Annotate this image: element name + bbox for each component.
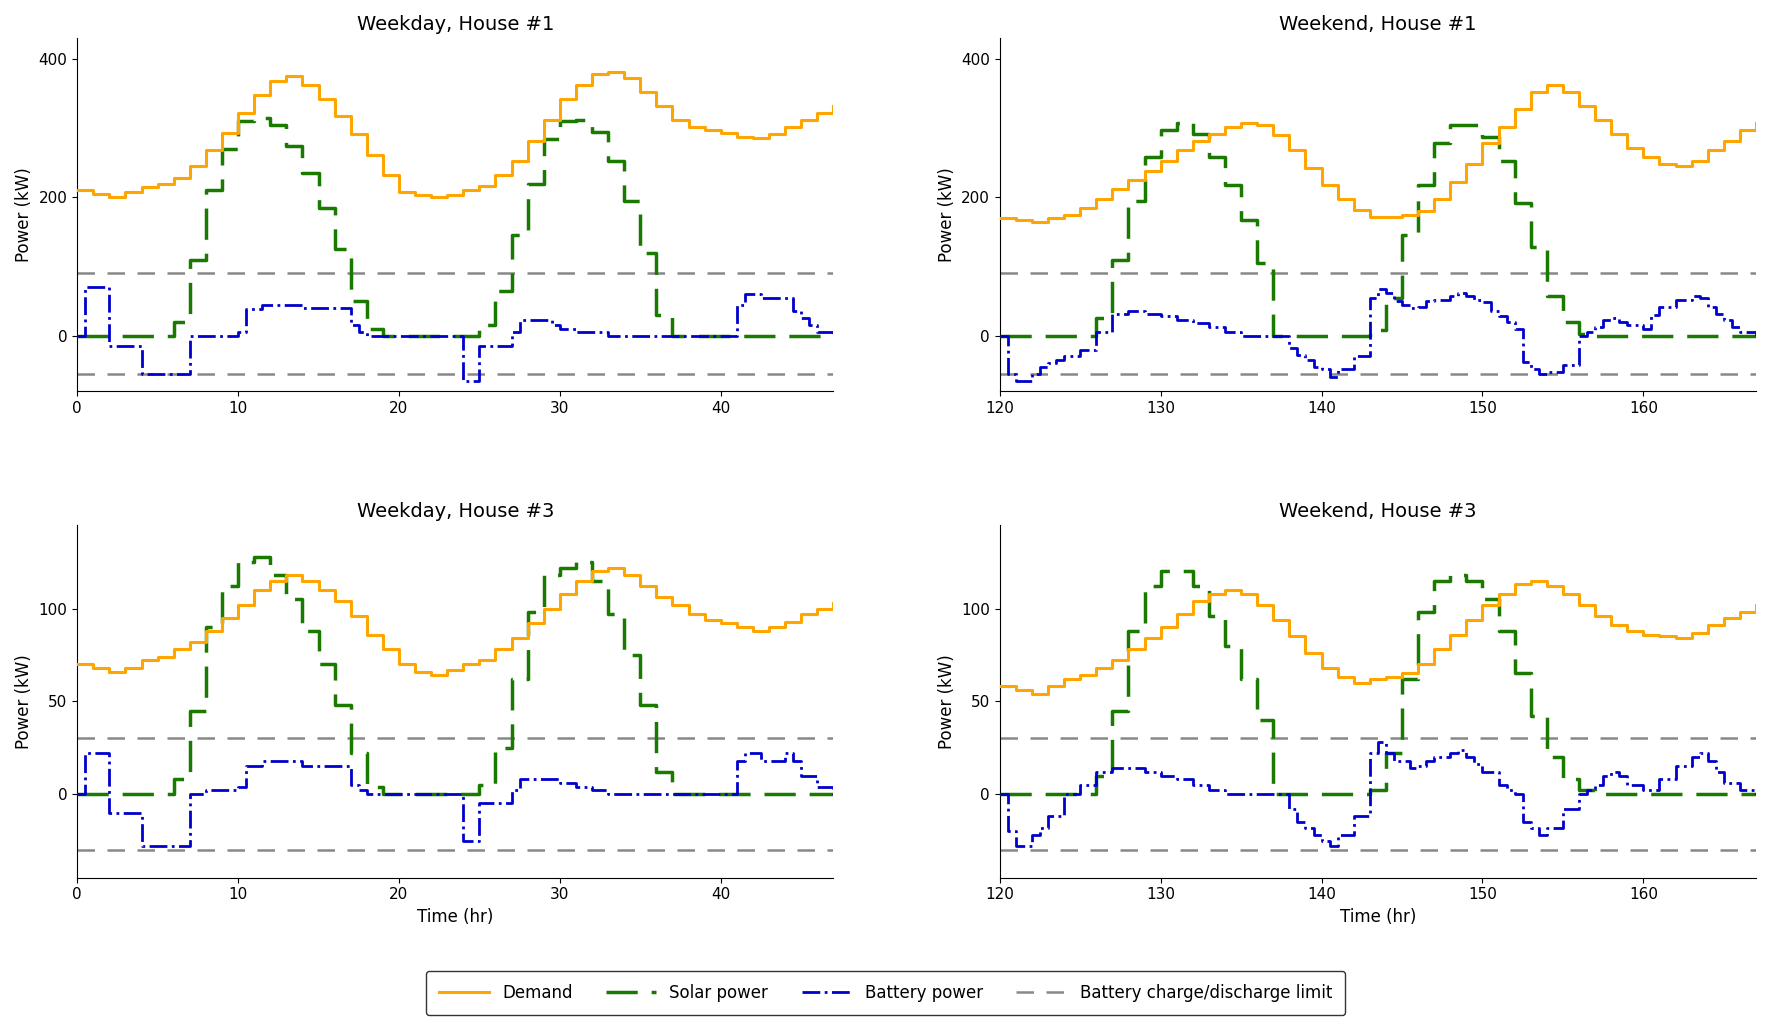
Title: Weekend, House #3: Weekend, House #3 (1279, 501, 1477, 521)
Legend: Demand, Solar power, Battery power, Battery charge/discharge limit: Demand, Solar power, Battery power, Batt… (425, 971, 1346, 1015)
Y-axis label: Power (kW): Power (kW) (14, 653, 34, 749)
Title: Weekday, House #1: Weekday, House #1 (356, 16, 554, 34)
Y-axis label: Power (kW): Power (kW) (14, 168, 34, 262)
X-axis label: Time (hr): Time (hr) (418, 908, 494, 925)
Title: Weekend, House #1: Weekend, House #1 (1279, 16, 1477, 34)
X-axis label: Time (hr): Time (hr) (1339, 908, 1417, 925)
Y-axis label: Power (kW): Power (kW) (937, 168, 956, 262)
Title: Weekday, House #3: Weekday, House #3 (356, 501, 554, 521)
Y-axis label: Power (kW): Power (kW) (937, 653, 956, 749)
